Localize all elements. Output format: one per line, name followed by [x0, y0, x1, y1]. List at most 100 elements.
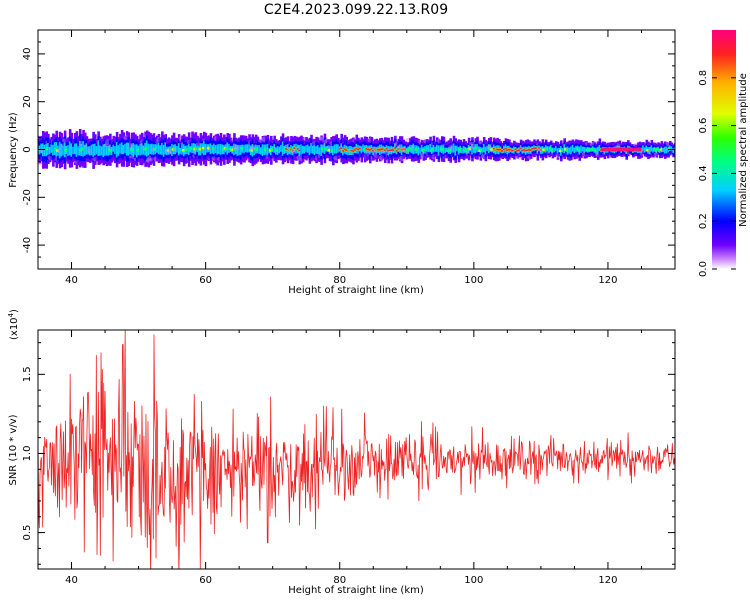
spectral-red	[352, 150, 355, 152]
spectrogram-band	[38, 128, 675, 170]
spectral-cyan	[596, 146, 600, 155]
x-tick-label: 120	[598, 275, 617, 286]
spectral-cyan	[310, 142, 313, 154]
spectral-red	[404, 148, 407, 151]
spectral-cyan	[246, 144, 250, 153]
spectral-cyan	[568, 147, 571, 154]
spectral-cyan	[85, 143, 89, 155]
spectral-cyan	[119, 143, 122, 154]
y-tick-label: 20	[22, 95, 33, 108]
spectral-cyan	[134, 144, 137, 155]
spectral-cyan	[92, 144, 95, 157]
colorbar-label: Normalized spectral amplitude	[738, 73, 749, 227]
spectral-cyan	[315, 146, 318, 154]
spectral-cyan	[68, 141, 72, 156]
spectral-cyan	[62, 145, 65, 156]
spectral-red	[516, 149, 520, 152]
spectral-cyan	[561, 147, 565, 153]
spectral-red	[373, 148, 377, 151]
spectral-cyan	[209, 143, 213, 155]
spectral-cyan	[218, 144, 221, 154]
spectral-red	[357, 148, 360, 151]
spectral-red	[355, 147, 359, 150]
snr-x-label: Height of straight line (km)	[288, 585, 424, 596]
spectral-red	[340, 147, 344, 149]
spectral-cyan	[83, 144, 87, 156]
spectral-cyan	[140, 143, 144, 155]
snr-frame	[37, 329, 676, 570]
spectral-cyan	[100, 146, 104, 156]
spectral-cyan	[663, 146, 667, 154]
spectral-cyan	[327, 145, 330, 152]
spectral-red	[539, 149, 543, 151]
spectral-red	[538, 147, 541, 150]
spectral-cyan	[553, 147, 556, 153]
spectral-cyan	[58, 141, 62, 159]
spectral-cyan	[452, 143, 456, 153]
spectral-cyan	[162, 144, 166, 157]
spectral-red	[358, 147, 362, 150]
spectral-cyan	[472, 146, 476, 153]
spectral-red	[640, 149, 644, 151]
spectral-red	[501, 150, 504, 152]
spectral-cyan	[665, 146, 669, 154]
spectral-red	[368, 149, 372, 151]
spectral-cyan	[236, 144, 240, 156]
x-tick-label: 40	[65, 275, 78, 286]
spectral-cyan	[77, 146, 80, 156]
spectral-cyan	[216, 144, 219, 155]
y-tick-label: 40	[22, 48, 33, 61]
spectral-cyan	[330, 145, 333, 153]
spectral-cyan	[258, 144, 261, 154]
spectral-cyan	[88, 146, 92, 156]
spectral-red	[508, 148, 511, 151]
spectral-cyan	[581, 146, 585, 152]
spectral-cyan	[48, 146, 52, 155]
x-tick-label: 120	[598, 575, 617, 586]
spectral-cyan	[301, 145, 305, 154]
spectral-cyan	[554, 145, 558, 151]
y-tick-label: 0.5	[22, 525, 33, 541]
spectral-cyan	[444, 147, 447, 153]
spectral-cyan	[261, 144, 265, 157]
spectral-red	[370, 148, 374, 150]
spectral-red	[380, 148, 384, 150]
spectral-cyan	[556, 148, 560, 154]
spectral-cyan	[278, 146, 281, 154]
spectral-cyan	[316, 145, 320, 155]
spectral-cyan	[266, 143, 270, 155]
y-tick-label: -20	[22, 189, 33, 205]
spectral-cyan	[150, 143, 154, 155]
spectral-cyan	[434, 146, 437, 152]
spectral-cyan	[181, 143, 184, 155]
spectral-cyan	[102, 144, 105, 158]
spectral-red	[383, 149, 387, 151]
x-tick-label: 60	[199, 275, 212, 286]
spectral-red	[291, 149, 295, 152]
spectral-cyan	[67, 145, 70, 156]
spectral-cyan	[117, 145, 121, 156]
spectral-cyan	[97, 140, 100, 156]
spectral-red	[536, 149, 540, 151]
snr-y-label: SNR (10 * v/v)	[8, 414, 19, 485]
colorbar-tick-label: 0.2	[698, 213, 709, 229]
spectral-cyan	[125, 142, 129, 156]
x-tick-label: 100	[464, 275, 483, 286]
spectral-cyan	[177, 143, 181, 156]
spectral-cyan	[642, 145, 645, 151]
spectral-cyan	[419, 147, 422, 154]
spectral-cyan	[662, 147, 665, 153]
spectral-cyan	[306, 144, 310, 153]
spectral-cyan	[477, 146, 481, 153]
spectral-red	[397, 148, 401, 150]
x-tick-label: 100	[464, 575, 483, 586]
colorbar-tick-label: 0.6	[698, 118, 709, 134]
spectral-red	[372, 149, 375, 152]
spectrogram-y-label: Frequency (Hz)	[8, 112, 19, 188]
spectral-red	[526, 149, 530, 151]
spectral-red	[382, 148, 385, 151]
spectral-cyan	[311, 145, 315, 154]
colorbar-tick-label: 0.0	[698, 261, 709, 277]
spectral-cyan	[90, 144, 94, 156]
snr-scale-label: (x104)	[7, 309, 20, 340]
